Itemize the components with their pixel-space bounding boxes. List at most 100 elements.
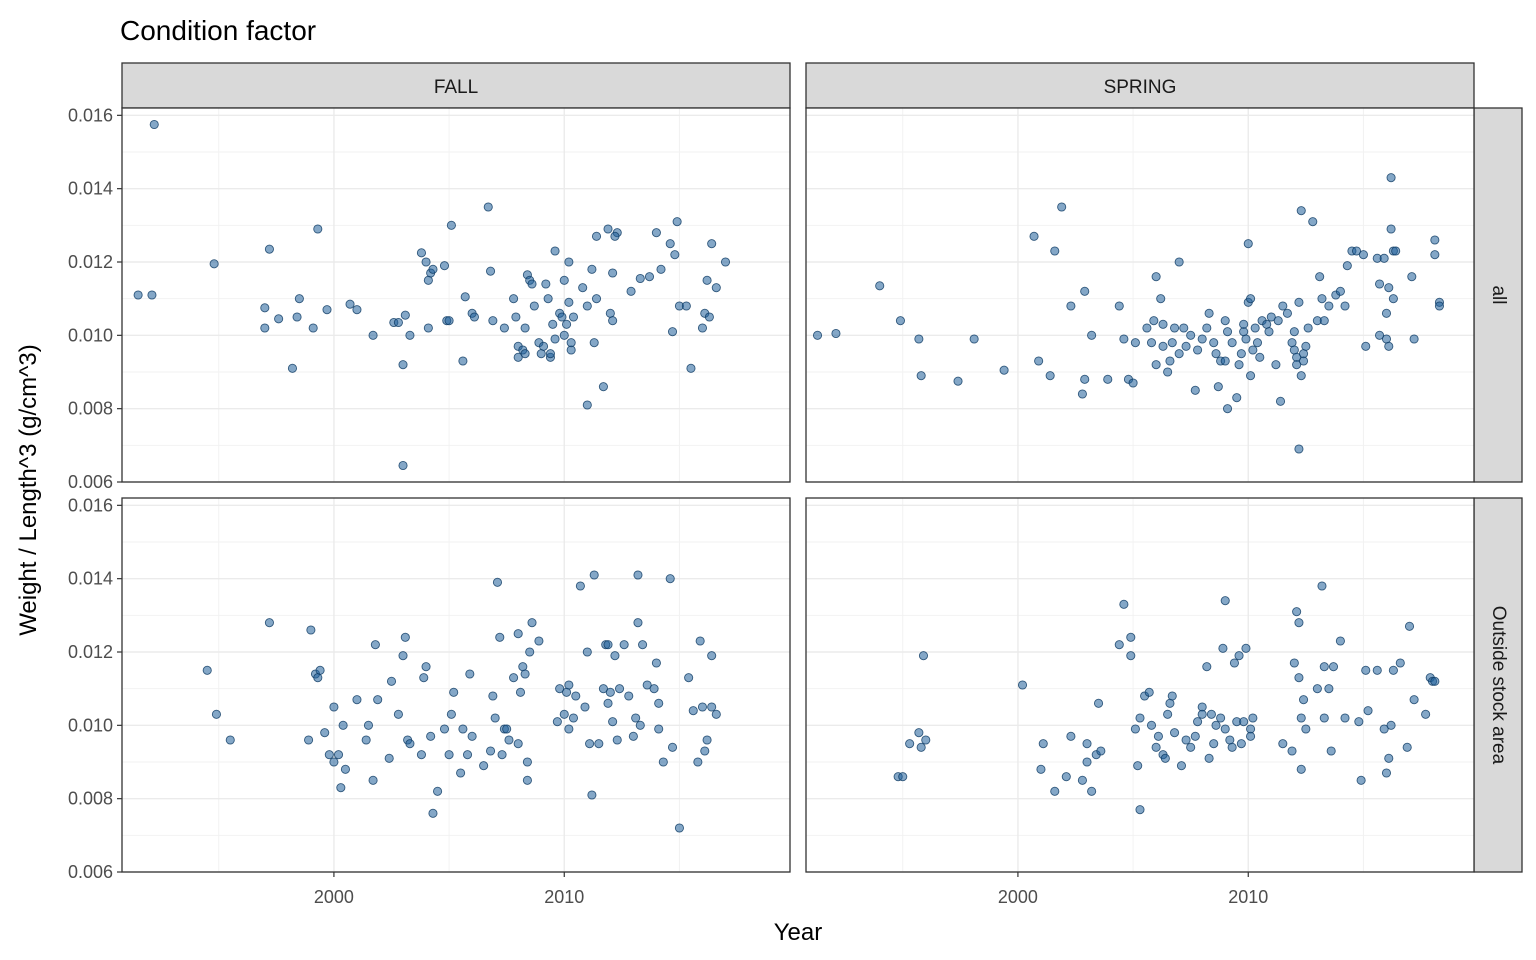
data-point (1193, 345, 1203, 355)
data-point (635, 273, 645, 284)
data-point (274, 314, 284, 324)
data-point (336, 783, 346, 793)
data-point (1294, 673, 1304, 683)
data-point (594, 739, 604, 749)
data-point (1158, 341, 1168, 351)
x-axis-label: Year (774, 919, 823, 946)
data-point (1315, 272, 1325, 282)
data-point (1351, 246, 1362, 256)
data-point (386, 676, 397, 686)
data-point (1220, 596, 1230, 606)
facet-strip-row-2: Outside stock area (1473, 497, 1523, 873)
data-point (633, 570, 643, 580)
data-point (520, 323, 530, 333)
data-point (585, 739, 595, 749)
data-point (1354, 717, 1364, 727)
data-point (1292, 607, 1302, 617)
data-point (1381, 768, 1392, 778)
data-point (603, 224, 613, 234)
data-point (1308, 217, 1318, 227)
data-point (1324, 684, 1334, 694)
data-point (1176, 761, 1187, 771)
data-point (1229, 658, 1239, 668)
data-point (483, 202, 493, 212)
data-point (1096, 746, 1106, 756)
data-point (393, 709, 403, 719)
data-point (1190, 385, 1200, 395)
data-point (1317, 294, 1327, 304)
data-point (1227, 338, 1237, 348)
data-point (1239, 319, 1249, 329)
data-point (568, 713, 579, 723)
data-point (672, 217, 682, 227)
data-point (1151, 360, 1161, 370)
data-point (1386, 720, 1396, 730)
data-point (654, 698, 664, 708)
data-point (568, 312, 579, 322)
data-point (1151, 272, 1161, 282)
data-point (559, 330, 569, 340)
data-point (575, 581, 585, 591)
data-point (1135, 805, 1145, 815)
data-point (651, 658, 661, 668)
data-point (582, 301, 592, 311)
data-point (555, 684, 565, 694)
data-point (1216, 713, 1226, 723)
data-point (564, 257, 574, 267)
data-point (1220, 356, 1230, 366)
data-point (916, 371, 926, 381)
data-point (329, 702, 339, 712)
data-point (1363, 706, 1373, 716)
data-point (1409, 334, 1419, 344)
data-point (1082, 757, 1092, 767)
data-point (1103, 374, 1113, 384)
data-point (654, 724, 664, 734)
panel-spring-2: 2000 2010 (805, 497, 1475, 907)
data-point (614, 684, 625, 694)
data-point (1243, 239, 1253, 249)
data-point (1034, 356, 1044, 366)
y-tick-label: 0.016 (68, 105, 113, 125)
strip-background (1473, 497, 1523, 873)
data-point (416, 750, 426, 760)
data-point (1077, 775, 1087, 785)
data-point (1409, 695, 1419, 705)
data-point (1335, 286, 1345, 296)
data-point (921, 735, 931, 745)
data-point (559, 275, 569, 285)
data-point (225, 735, 235, 745)
data-point (529, 301, 539, 311)
data-point (352, 305, 362, 315)
data-point (1379, 724, 1389, 734)
data-point (1119, 334, 1129, 344)
data-point (1271, 360, 1281, 370)
data-point (495, 632, 505, 642)
data-point (1174, 257, 1184, 267)
data-point (1236, 739, 1246, 749)
data-point (619, 640, 629, 650)
data-point (605, 687, 615, 697)
data-point (626, 286, 636, 296)
strip-label: Outside stock area (1488, 606, 1509, 765)
data-point (1220, 316, 1230, 326)
panel-fall-1: 0.006 0.008 0.010 0.012 0.014 0.016 (68, 105, 791, 492)
data-point (1386, 224, 1396, 234)
data-point (340, 764, 350, 774)
data-point (446, 709, 456, 719)
data-point (1211, 720, 1221, 730)
data-point (421, 662, 431, 672)
data-point (550, 246, 560, 256)
facet-strip-fall: FALL (121, 62, 791, 109)
data-point (1317, 581, 1327, 591)
data-point (1114, 301, 1124, 311)
y-tick-label: 0.006 (68, 862, 113, 882)
data-point (1282, 308, 1292, 318)
data-point (1050, 786, 1060, 796)
data-point (1080, 374, 1090, 384)
data-point (603, 640, 613, 650)
data-point (591, 231, 602, 241)
data-point (651, 228, 661, 238)
data-point (492, 577, 503, 587)
